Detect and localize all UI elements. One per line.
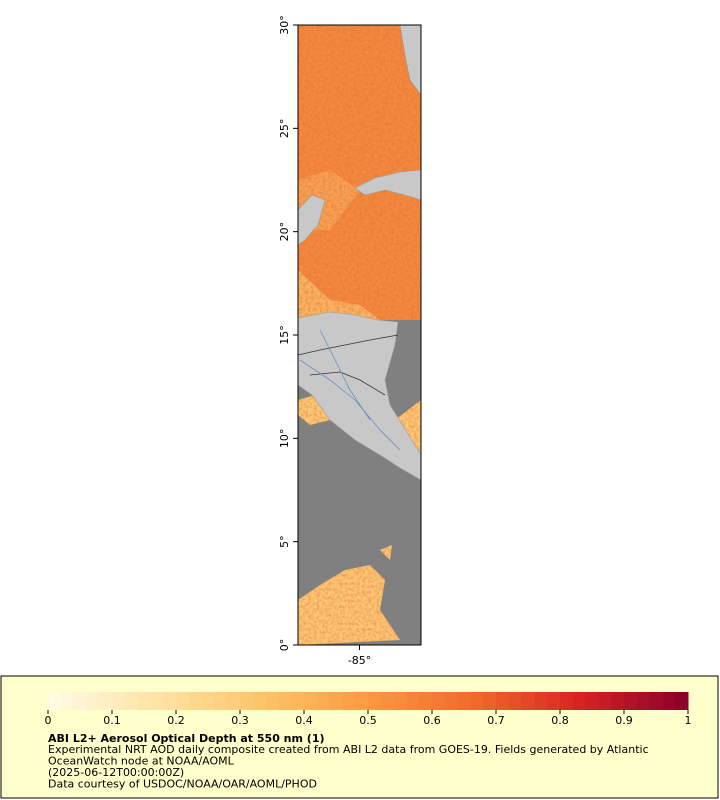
colorbar-swatch [342, 692, 356, 710]
colorbar-swatch [60, 692, 75, 710]
colorbar-swatch [534, 692, 548, 710]
caption-line: Experimental NRT AOD daily composite cre… [48, 743, 649, 756]
colorbar-tick-label: 0.9 [615, 714, 633, 727]
y-tick-label: 25° [278, 119, 291, 139]
colorbar-swatch [662, 692, 676, 710]
colorbar-tick-label: 0.8 [551, 714, 569, 727]
colorbar-swatch [419, 692, 433, 710]
colorbar-swatch [508, 692, 523, 710]
colorbar-swatch [406, 692, 420, 710]
colorbar-swatch [572, 692, 587, 710]
colorbar-swatch [73, 692, 87, 710]
y-tick-label: 30° [278, 15, 291, 35]
colorbar-swatch [291, 692, 305, 710]
colorbar-swatch [675, 692, 689, 710]
caption-line: Data courtesy of USDOC/NOAA/OAR/AOML/PHO… [48, 778, 317, 791]
colorbar-swatch [355, 692, 369, 710]
caption-title: ABI L2+ Aerosol Optical Depth at 550 nm … [48, 732, 325, 745]
colorbar-swatch [329, 692, 343, 710]
colorbar-tick-label: 0.4 [295, 714, 313, 727]
colorbar-swatch [547, 692, 561, 710]
colorbar-swatch [252, 692, 267, 710]
colorbar-swatch [432, 692, 446, 710]
colorbar-tick-label: 0 [45, 714, 52, 727]
colorbar-tick-label: 0.1 [103, 714, 121, 727]
colorbar-swatch [265, 692, 279, 710]
colorbar-swatch [393, 692, 407, 710]
y-tick-label: 10° [278, 429, 291, 449]
colorbar-swatch [380, 692, 395, 710]
colorbar-swatch [188, 692, 203, 710]
borders [298, 329, 401, 451]
y-tick-label: 15° [278, 325, 291, 345]
colorbar-swatch [99, 692, 113, 710]
colorbar-swatch [227, 692, 241, 710]
colorbar-tick-label: 0.5 [359, 714, 377, 727]
colorbar-swatch [304, 692, 318, 710]
colorbar-swatch [124, 692, 139, 710]
colorbar-swatch [585, 692, 599, 710]
colorbar-swatch [496, 692, 510, 710]
colorbar-swatch [86, 692, 100, 710]
colorbar-tick-label: 0.3 [231, 714, 249, 727]
colorbar-swatch [163, 692, 177, 710]
map-panel [298, 25, 421, 645]
y-tick-label: 0° [278, 639, 291, 652]
caption-line: OceanWatch node at NOAA/AOML [48, 755, 235, 768]
colorbar-swatch [521, 692, 535, 710]
colorbar-swatch [112, 692, 126, 710]
colorbar-swatch [636, 692, 651, 710]
colorbar-swatch [137, 692, 151, 710]
colorbar-swatch [611, 692, 625, 710]
colorbar-tick-label: 0.6 [423, 714, 441, 727]
colorbar-swatch [214, 692, 228, 710]
colorbar-tick-label: 0.7 [487, 714, 505, 727]
land [298, 25, 421, 481]
colorbar-swatch [150, 692, 164, 710]
y-tick-label: 5° [278, 535, 291, 548]
x-tick-label: -85° [348, 654, 371, 667]
colorbar-swatch [316, 692, 331, 710]
y-tick-label: 20° [278, 222, 291, 242]
colorbar-swatch [201, 692, 215, 710]
colorbar-swatch [470, 692, 484, 710]
colorbar-swatch [560, 692, 574, 710]
colorbar-swatch [240, 692, 254, 710]
colorbar-swatch [649, 692, 663, 710]
colorbar-swatch [457, 692, 471, 710]
colorbar-swatch [278, 692, 292, 710]
colorbar-swatch [368, 692, 382, 710]
colorbar-swatch [598, 692, 612, 710]
colorbar-tick-label: 1 [685, 714, 692, 727]
colorbar-swatch [483, 692, 497, 710]
colorbar-swatch [48, 692, 62, 710]
colorbar-swatch [444, 692, 459, 710]
colorbar-tick-label: 0.2 [167, 714, 185, 727]
colorbar-swatch [624, 692, 638, 710]
colorbar-swatch [176, 692, 190, 710]
caption-line: (2025-06-12T00:00:00Z) [48, 766, 184, 779]
